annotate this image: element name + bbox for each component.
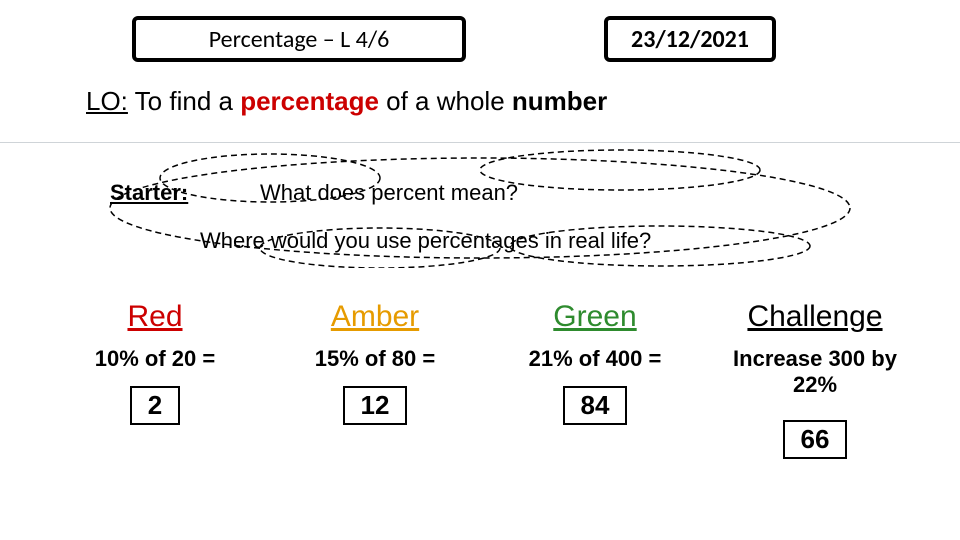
lo-tail: number <box>512 86 607 116</box>
column-title: Amber <box>331 300 419 334</box>
starter-question-1: What does percent mean? <box>260 180 518 206</box>
column-title: Green <box>553 300 636 334</box>
column-question: Increase 300 by 22% <box>710 346 920 398</box>
date-text: 23/12/2021 <box>631 25 749 54</box>
date-box: 23/12/2021 <box>604 16 776 62</box>
learning-objective: LO: To find a percentage of a whole numb… <box>86 86 607 117</box>
column-question: 15% of 80 = <box>315 346 435 372</box>
answer-box: 2 <box>130 386 180 425</box>
column-challenge: Challenge Increase 300 by 22% 66 <box>710 300 920 459</box>
column-red: Red 10% of 20 = 2 <box>50 300 260 459</box>
lo-label: LO: <box>86 86 128 116</box>
column-amber: Amber 15% of 80 = 12 <box>270 300 480 459</box>
column-question: 10% of 20 = <box>95 346 215 372</box>
column-green: Green 21% of 400 = 84 <box>490 300 700 459</box>
title-box: Percentage – L 4/6 <box>132 16 466 62</box>
column-title: Challenge <box>747 300 882 334</box>
answer-box: 84 <box>563 386 628 425</box>
starter-label: Starter: <box>110 180 188 206</box>
slide: Percentage – L 4/6 23/12/2021 LO: To fin… <box>0 0 960 540</box>
answer-box: 66 <box>783 420 848 459</box>
starter-question-2: Where would you use percentages in real … <box>200 228 651 254</box>
lo-highlight: percentage <box>240 86 379 116</box>
column-title: Red <box>127 300 182 334</box>
cloud-region: Starter: What does percent mean? Where w… <box>100 148 860 268</box>
answer-box: 12 <box>343 386 408 425</box>
divider <box>0 142 960 143</box>
lo-pre: To find a <box>128 86 240 116</box>
lo-mid: of a whole <box>379 86 512 116</box>
column-question: 21% of 400 = <box>529 346 662 372</box>
title-text: Percentage – L 4/6 <box>209 25 390 54</box>
columns: Red 10% of 20 = 2 Amber 15% of 80 = 12 G… <box>50 300 920 459</box>
